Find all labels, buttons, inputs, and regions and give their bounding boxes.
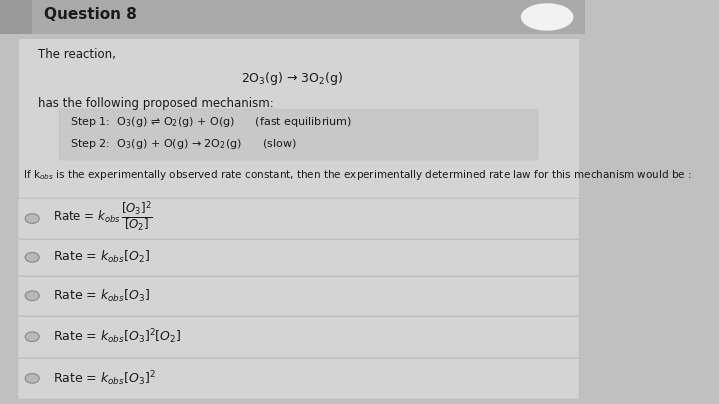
Circle shape	[25, 291, 40, 301]
FancyBboxPatch shape	[0, 0, 32, 34]
FancyBboxPatch shape	[0, 0, 585, 34]
FancyBboxPatch shape	[17, 198, 580, 239]
FancyBboxPatch shape	[17, 316, 580, 358]
Text: has the following proposed mechanism:: has the following proposed mechanism:	[38, 97, 274, 109]
Text: Step 1:  O$_3$(g) ⇌ O$_2$(g) + O(g)      (fast equilibrium): Step 1: O$_3$(g) ⇌ O$_2$(g) + O(g) (fast…	[70, 115, 352, 129]
Circle shape	[25, 373, 40, 383]
Text: Step 2:  O$_3$(g) + O(g) → 2O$_2$(g)      (slow): Step 2: O$_3$(g) + O(g) → 2O$_2$(g) (slo…	[70, 137, 297, 151]
Text: Rate = $k_{obs}[O_3]$: Rate = $k_{obs}[O_3]$	[52, 288, 150, 304]
Text: Rate = $k_{obs}[O_3]^2[O_2]$: Rate = $k_{obs}[O_3]^2[O_2]$	[52, 327, 181, 346]
Circle shape	[25, 252, 40, 262]
FancyBboxPatch shape	[17, 358, 580, 399]
Text: Rate = $k_{obs}[O_3]^2$: Rate = $k_{obs}[O_3]^2$	[52, 369, 155, 388]
FancyBboxPatch shape	[17, 38, 580, 400]
FancyBboxPatch shape	[17, 276, 580, 316]
Circle shape	[25, 214, 40, 223]
FancyBboxPatch shape	[17, 239, 580, 276]
Text: 2O$_3$(g) → 3O$_2$(g): 2O$_3$(g) → 3O$_2$(g)	[242, 70, 344, 87]
Text: The reaction,: The reaction,	[38, 48, 116, 61]
Ellipse shape	[521, 3, 574, 31]
FancyBboxPatch shape	[58, 109, 539, 160]
Text: Rate = $k_{obs}[O_2]$: Rate = $k_{obs}[O_2]$	[52, 249, 150, 265]
Text: If k$_{obs}$ is the experimentally observed rate constant, then the experimental: If k$_{obs}$ is the experimentally obser…	[24, 168, 692, 181]
Text: Question 8: Question 8	[44, 6, 137, 22]
Text: Rate = $k_{obs}\,\dfrac{[O_3]^2}{[O_2]}$: Rate = $k_{obs}\,\dfrac{[O_3]^2}{[O_2]}$	[52, 199, 152, 234]
Circle shape	[25, 332, 40, 341]
